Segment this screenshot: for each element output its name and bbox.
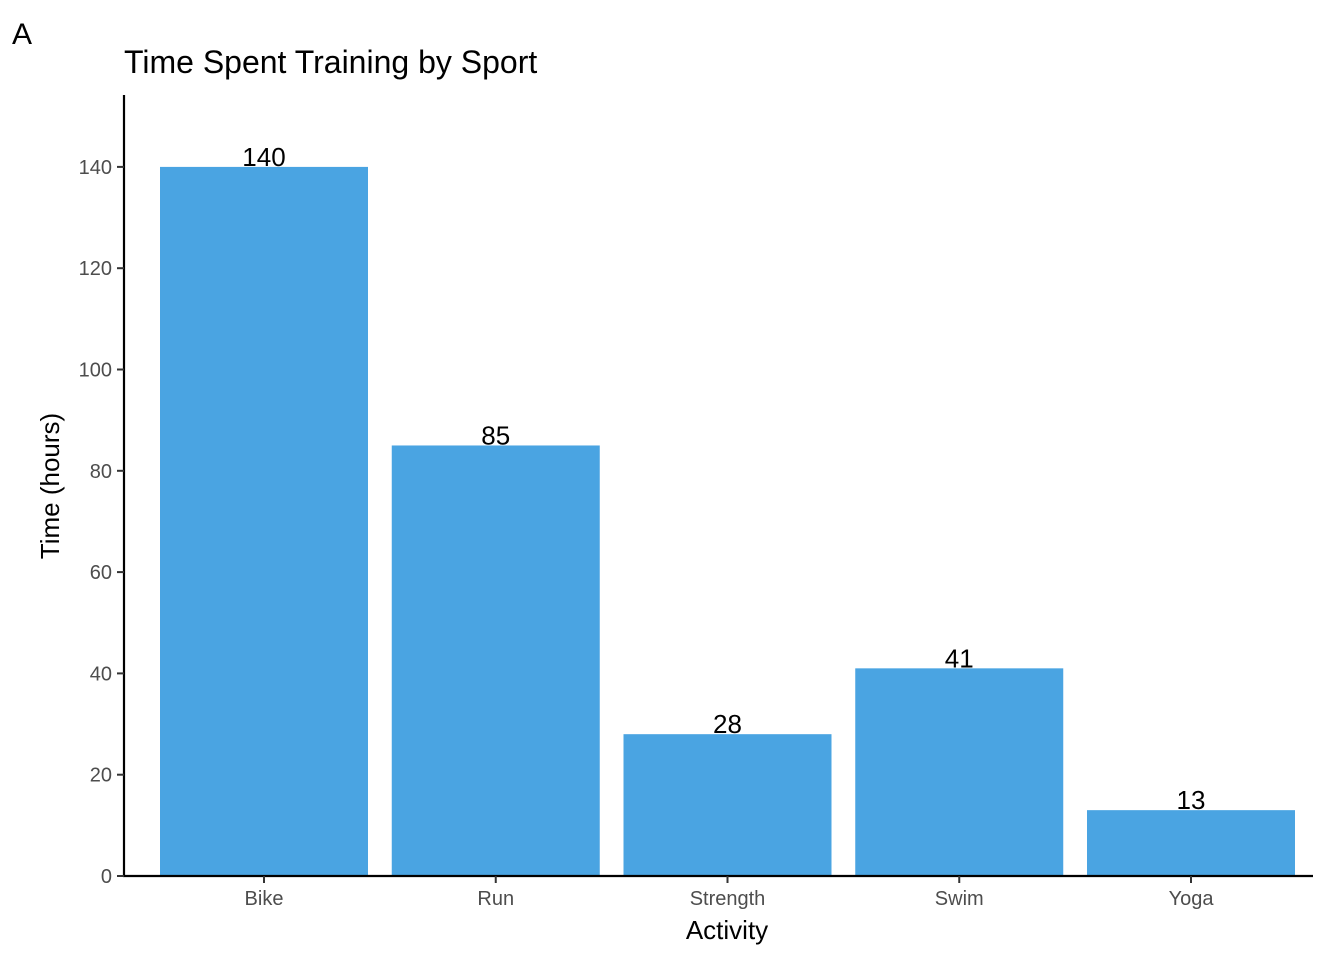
x-tick-label: Swim <box>935 888 984 910</box>
x-axis-title: Activity <box>686 915 768 945</box>
x-tick-label: Strength <box>690 888 766 910</box>
data-label-strength: 28 <box>713 709 742 739</box>
x-axis-ticks: Bike Run Strength Swim Yoga <box>245 876 1215 910</box>
bar-yoga <box>1087 810 1295 876</box>
y-tick-label: 140 <box>79 157 112 179</box>
x-tick-label: Run <box>477 888 514 910</box>
y-tick-label: 80 <box>90 461 112 483</box>
bar-strength <box>623 734 832 876</box>
x-tick-label: Yoga <box>1169 888 1215 910</box>
y-tick-label: 40 <box>90 663 112 685</box>
y-tick-label: 100 <box>79 360 112 382</box>
y-axis-ticks: 0 20 40 60 80 100 120 140 <box>79 157 124 888</box>
panel-tag: A <box>12 18 32 51</box>
bar-swim <box>855 668 1064 876</box>
y-tick-label: 20 <box>90 765 112 787</box>
data-label-group: 140 85 28 41 13 <box>242 142 1205 815</box>
bar-bike <box>160 166 368 876</box>
data-label-bike: 140 <box>242 142 285 172</box>
x-tick-label: Bike <box>245 888 284 910</box>
data-label-run: 85 <box>481 420 510 450</box>
y-tick-label: 120 <box>79 258 112 280</box>
bar-run <box>391 445 600 876</box>
y-tick-label: 60 <box>90 562 112 584</box>
chart-title: Time Spent Training by Sport <box>124 44 537 80</box>
bar-group <box>160 166 1295 876</box>
y-axis-title: Time (hours) <box>35 413 65 559</box>
data-label-yoga: 13 <box>1177 785 1206 815</box>
data-label-swim: 41 <box>945 643 974 673</box>
y-tick-label: 0 <box>101 866 112 888</box>
